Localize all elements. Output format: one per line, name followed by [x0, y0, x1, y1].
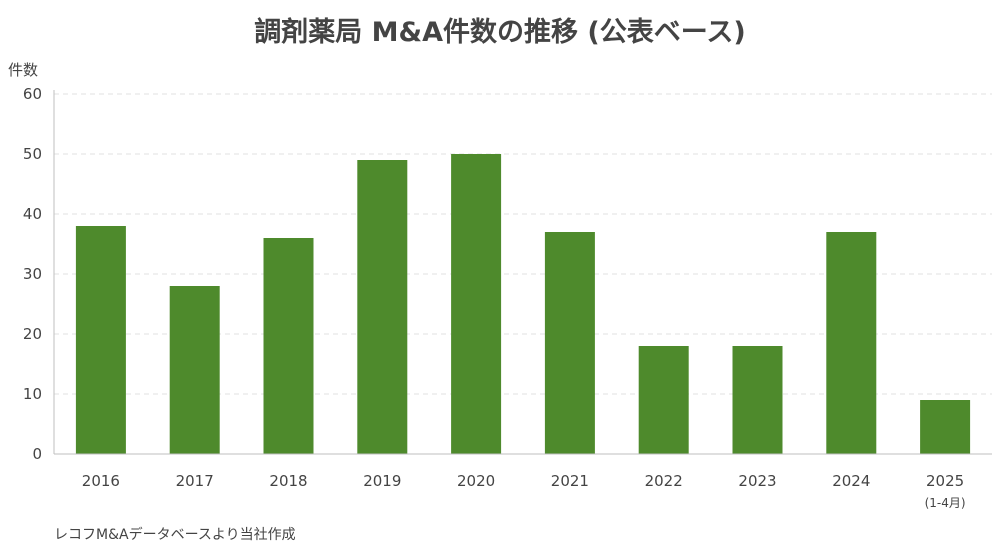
y-tick-label: 60	[23, 85, 42, 103]
axes: 0 10 20 30 40 50 60 2016 2017 2018 2019 2020 2021 202…	[23, 85, 992, 510]
y-tick-label: 0	[32, 445, 42, 463]
bar-2021	[544, 232, 595, 454]
bar-2022	[638, 346, 689, 454]
bar-2018	[263, 238, 314, 454]
bar-2024	[826, 232, 877, 454]
chart-title: 調剤薬局 M&A件数の推移 (公表ベース)	[254, 17, 746, 48]
y-axis-label: 件数	[8, 61, 39, 79]
x-tick-label: 2016	[82, 472, 120, 490]
bars	[75, 154, 971, 454]
bar-2019	[357, 160, 408, 454]
x-tick-label: 2021	[551, 472, 589, 490]
x-tick-label: 2020	[457, 472, 495, 490]
x-tick-label: 2019	[363, 472, 401, 490]
bar-2017	[169, 286, 220, 454]
x-tick-label: 2017	[176, 472, 214, 490]
bar-2025	[920, 400, 971, 454]
x-tick-label: 2023	[738, 472, 776, 490]
y-tick-label: 40	[23, 205, 42, 223]
source-note: レコフM&Aデータベースより当社作成	[54, 527, 296, 543]
x-tick-label: 2024	[832, 472, 870, 490]
x-tick-label: 2022	[645, 472, 683, 490]
x-tick-label: 2018	[269, 472, 307, 490]
bar-2020	[451, 154, 502, 454]
bar-2016	[75, 226, 126, 454]
y-tick-label: 20	[23, 325, 42, 343]
x-tick-label: 2025	[926, 472, 964, 490]
x-tick-note: (1-4月)	[925, 496, 966, 510]
y-tick-label: 30	[23, 265, 42, 283]
bar-2023	[732, 346, 783, 454]
y-tick-label: 50	[23, 145, 42, 163]
y-tick-label: 10	[23, 385, 42, 403]
